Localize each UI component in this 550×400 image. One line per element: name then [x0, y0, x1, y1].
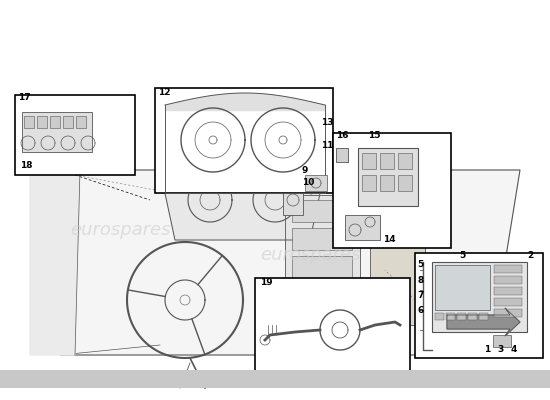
Text: eurospares: eurospares [70, 221, 170, 239]
Bar [493, 335, 511, 347]
Bar [292, 228, 352, 250]
Polygon shape [30, 170, 80, 355]
Bar [15, 95, 135, 175]
Text: 6: 6 [417, 306, 424, 315]
Bar [0, 370, 550, 388]
Text: 18: 18 [20, 161, 32, 170]
Text: 16: 16 [336, 131, 349, 140]
Bar [468, 313, 477, 320]
Bar [336, 148, 348, 162]
Bar [446, 313, 455, 320]
Text: 4: 4 [511, 345, 518, 354]
Text: 17: 17 [18, 93, 31, 102]
Bar [155, 88, 333, 193]
Bar [494, 298, 522, 306]
Bar [380, 153, 394, 169]
Bar [415, 253, 543, 358]
Text: 5: 5 [459, 251, 465, 260]
Bar [494, 276, 522, 284]
Text: 12: 12 [158, 88, 170, 97]
Bar [76, 116, 86, 128]
Bar [255, 278, 410, 373]
Bar [362, 153, 376, 169]
Text: 19: 19 [260, 278, 273, 287]
Bar [283, 190, 303, 215]
Bar [345, 215, 380, 240]
Bar [22, 112, 92, 152]
Bar [292, 200, 352, 222]
Bar [494, 287, 522, 295]
Text: eurospares: eurospares [260, 246, 360, 264]
Text: 8: 8 [417, 276, 424, 285]
Text: 5: 5 [417, 260, 424, 269]
Text: 11: 11 [321, 141, 333, 150]
Bar [398, 153, 412, 169]
Polygon shape [160, 165, 325, 240]
Bar [305, 175, 327, 191]
Bar [50, 116, 60, 128]
Bar [24, 116, 34, 128]
Bar [292, 256, 352, 278]
Bar [435, 265, 490, 310]
Polygon shape [30, 170, 520, 355]
Bar [370, 195, 425, 325]
Bar [457, 313, 466, 320]
Text: 13: 13 [321, 118, 333, 127]
Text: 14: 14 [383, 235, 395, 244]
Bar [285, 195, 360, 320]
Bar [494, 309, 522, 317]
Bar [37, 116, 47, 128]
Text: 15: 15 [368, 131, 381, 140]
Text: 2: 2 [527, 251, 534, 260]
Bar [435, 313, 444, 320]
Bar [358, 148, 418, 206]
Polygon shape [447, 308, 520, 336]
Text: 7: 7 [417, 291, 424, 300]
Text: 1: 1 [484, 345, 490, 354]
Bar [63, 116, 73, 128]
Bar [333, 133, 451, 248]
Bar [398, 175, 412, 191]
Bar [479, 313, 488, 320]
Bar [432, 262, 527, 332]
Text: 3: 3 [497, 345, 503, 354]
Bar [494, 265, 522, 273]
Bar [362, 175, 376, 191]
Text: 10: 10 [302, 178, 315, 187]
Bar [380, 175, 394, 191]
Text: 9: 9 [302, 166, 309, 175]
